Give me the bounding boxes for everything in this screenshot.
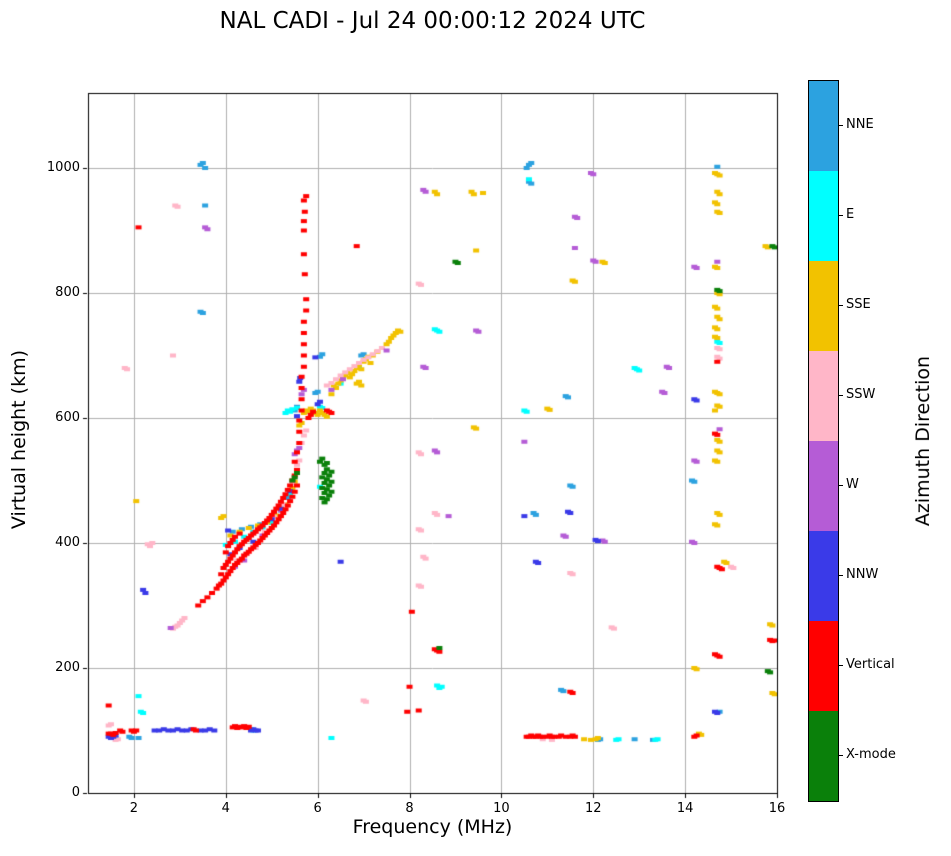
x-tick-label: 2 [129,801,139,816]
y-tick-label: 400 [55,535,80,550]
colorbar [808,80,839,802]
y-tick-label: 600 [55,410,80,425]
chart-title: NAL CADI - Jul 24 00:00:12 2024 UTC [219,8,646,34]
x-tick-label: 10 [493,801,510,816]
colorbar-label: Vertical [846,657,895,672]
colorbar-tick [839,484,843,486]
colorbar-segment-ssw [809,351,838,441]
y-tick-label: 1000 [46,160,80,175]
x-tick-label: 16 [768,801,786,816]
colorbar-segment-nnw [809,531,838,621]
x-axis-label: Frequency (MHz) [352,816,513,838]
colorbar-tick [839,754,843,756]
y-tick-label: 0 [71,785,80,800]
colorbar-tick [839,214,843,216]
colorbar-label: SSW [846,387,876,402]
colorbar-tick [839,124,843,126]
colorbar-tick [839,394,843,396]
colorbar-tick [839,304,843,306]
x-tick-label: 8 [405,801,414,816]
x-tick-label: 12 [584,801,602,816]
colorbar-tick [839,664,843,666]
y-axis-label: Virtual height (km) [8,350,30,530]
colorbar-label: W [846,477,859,492]
colorbar-segment-x-mode [809,711,838,801]
x-tick-label: 14 [676,801,694,816]
colorbar-label: SSE [846,297,871,312]
colorbar-tick [839,574,843,576]
colorbar-label: X-mode [846,747,896,762]
colorbar-label: E [846,207,855,222]
colorbar-segment-w [809,441,838,531]
colorbar-segment-e [809,171,838,261]
colorbar-segment-sse [809,261,838,351]
y-tick-label: 200 [55,660,80,675]
colorbar-segment-vertical [809,621,838,711]
x-tick-label: 4 [221,801,230,816]
y-tick-label: 800 [55,285,80,300]
colorbar-title: Azimuth Direction [912,356,934,527]
colorbar-segment-nne [809,81,838,171]
colorbar-label: NNE [846,117,874,132]
colorbar-label: NNW [846,567,879,582]
x-tick-label: 6 [313,801,322,816]
